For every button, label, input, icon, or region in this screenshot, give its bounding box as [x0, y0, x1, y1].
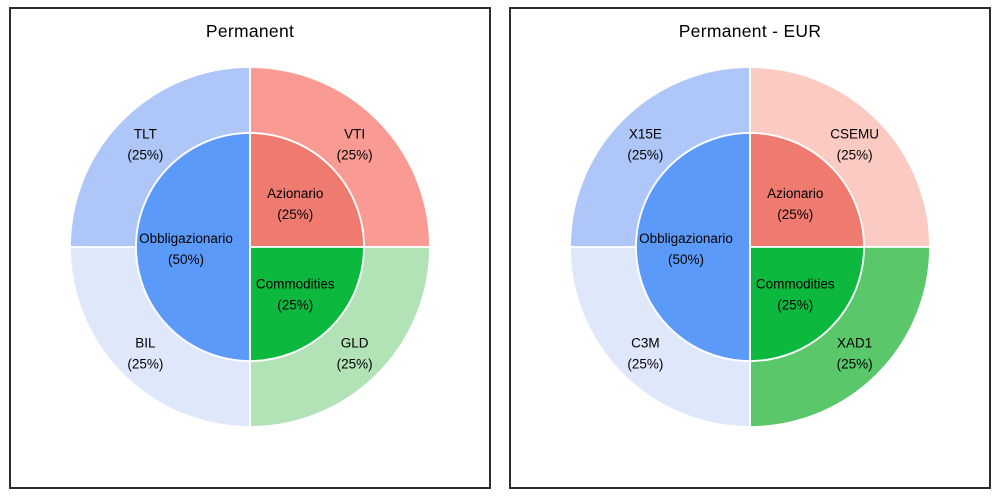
inner-slice-commodities: [749, 246, 865, 362]
slice-pct-vti: (25%): [337, 147, 373, 162]
chart-title: Permanent: [205, 21, 295, 41]
slice-label-commodities: Commodities: [256, 276, 335, 291]
slice-pct-xad1: (25%): [837, 357, 873, 372]
slice-label-csemu: CSEMU: [830, 126, 879, 141]
slice-pct-x15e: (25%): [627, 147, 663, 162]
inner-slice-obbligazionario: [135, 132, 251, 362]
slice-pct-azionario: (25%): [777, 207, 813, 222]
slice-pct-gld: (25%): [337, 357, 373, 372]
slice-label-tlt: TLT: [134, 126, 157, 141]
slice-pct-tlt: (25%): [127, 147, 163, 162]
chart-panel-permanent: VTI (25%) GLD (25%) BIL (25%) TLT (25%) Azionari…: [9, 7, 491, 489]
slice-label-gld: GLD: [341, 336, 369, 351]
slice-pct-commodities: (25%): [277, 297, 313, 312]
slice-pct-commodities: (25%): [777, 297, 813, 312]
chart-title: Permanent - EUR: [678, 21, 822, 41]
slice-label-azionario: Azionario: [767, 186, 823, 201]
slice-pct-c3m: (25%): [627, 357, 663, 372]
slice-label-commodities: Commodities: [756, 276, 835, 291]
slice-label-bil: BIL: [135, 336, 156, 351]
inner-slice-commodities: [249, 246, 365, 362]
slice-label-x15e: X15E: [629, 126, 662, 141]
slice-label-c3m: C3M: [631, 336, 660, 351]
slice-pct-obbligazionario: (50%): [168, 252, 204, 267]
chart-panel-permanent-eur: CSEMU (25%) XAD1 (25%) C3M (25%) X15E (25%) Azio…: [509, 7, 991, 489]
slice-label-vti: VTI: [344, 126, 365, 141]
slice-pct-azionario: (25%): [277, 207, 313, 222]
nested-donut-chart: CSEMU (25%) XAD1 (25%) C3M (25%) X15E (25%) Azio…: [569, 66, 931, 428]
inner-slice-obbligazionario: [635, 132, 751, 362]
slice-label-obbligazionario: Obbligazionario: [139, 231, 233, 246]
slice-pct-csemu: (25%): [837, 147, 873, 162]
slice-pct-obbligazionario: (50%): [668, 252, 704, 267]
slice-label-obbligazionario: Obbligazionario: [639, 231, 733, 246]
inner-slice-azionario: [249, 132, 365, 248]
slice-pct-bil: (25%): [127, 357, 163, 372]
slice-label-xad1: XAD1: [837, 336, 872, 351]
nested-donut-chart: VTI (25%) GLD (25%) BIL (25%) TLT (25%) Azionari…: [69, 66, 431, 428]
slice-label-azionario: Azionario: [267, 186, 323, 201]
inner-slice-azionario: [749, 132, 865, 248]
